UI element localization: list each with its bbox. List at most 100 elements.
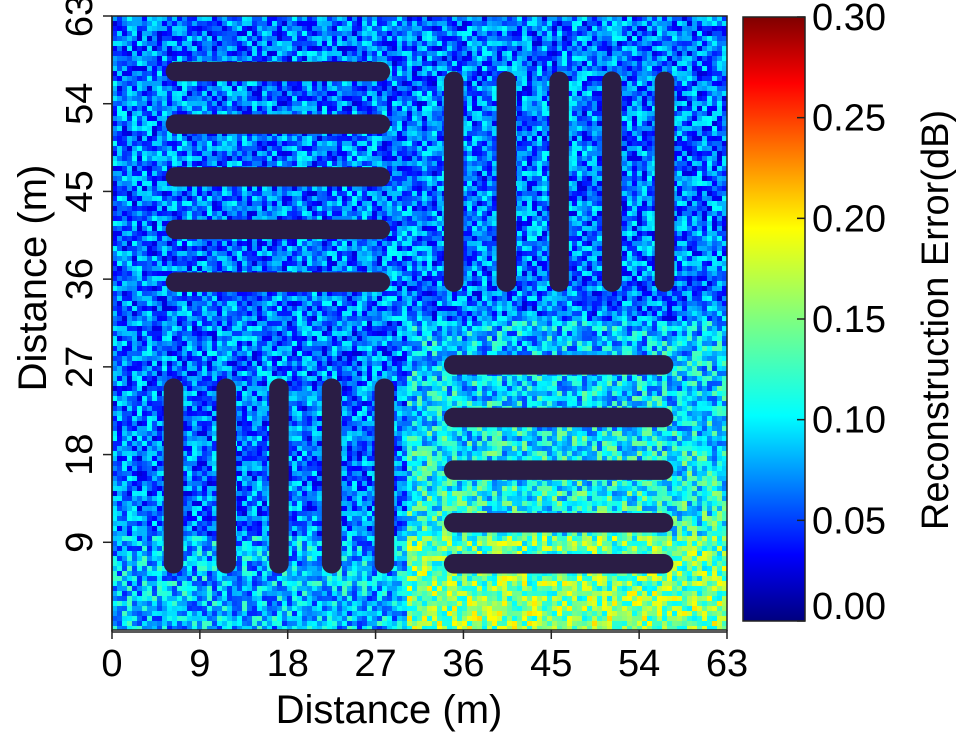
heatmap-cell [442, 31, 447, 36]
heatmap-cell [582, 141, 587, 146]
heatmap-cell [392, 196, 397, 201]
heatmap-cell [477, 161, 482, 166]
heatmap-cell [307, 211, 312, 216]
heatmap-cell [707, 136, 712, 141]
heatmap-cell [112, 136, 117, 141]
heatmap-cell [432, 46, 437, 51]
heatmap-cell [457, 56, 462, 61]
heatmap-cell [152, 61, 157, 66]
heatmap-cell [547, 71, 552, 76]
heatmap-cell [117, 36, 122, 41]
heatmap-cell [632, 151, 637, 156]
heatmap-cell [157, 111, 162, 116]
heatmap-cell [167, 21, 172, 26]
heatmap-cell [212, 81, 217, 86]
heatmap-cell [587, 176, 592, 181]
heatmap-cell [152, 146, 157, 151]
heatmap-cell [682, 176, 687, 181]
heatmap-cell [382, 36, 387, 41]
heatmap-cell [297, 101, 302, 106]
heatmap-cell [517, 31, 522, 36]
heatmap-cell [257, 186, 262, 191]
heatmap-cell [347, 141, 352, 146]
heatmap-cell [567, 46, 572, 51]
heatmap-cell [382, 86, 387, 91]
heatmap-cell [677, 86, 682, 91]
heatmap-cell [382, 191, 387, 196]
heatmap-cell [662, 51, 667, 56]
heatmap-cell [222, 51, 227, 56]
heatmap-cell [332, 26, 337, 31]
heatmap-cell [207, 96, 212, 101]
heatmap-cell [352, 186, 357, 191]
heatmap-cell [612, 51, 617, 56]
heatmap-cell [692, 116, 697, 121]
heatmap-cell [152, 166, 157, 171]
heatmap-cell [207, 136, 212, 141]
heatmap-cell [717, 186, 722, 191]
heatmap-cell [597, 121, 602, 126]
heatmap-cell [182, 36, 187, 41]
heatmap-cell [402, 56, 407, 61]
heatmap-cell [182, 201, 187, 206]
heatmap-cell [222, 186, 227, 191]
heatmap-cell [152, 176, 157, 181]
heatmap-cell [712, 21, 717, 26]
heatmap-cell [652, 46, 657, 51]
heatmap-cell [527, 206, 532, 211]
heatmap-cell [597, 36, 602, 41]
heatmap-cell [507, 61, 512, 66]
heatmap-cell [457, 66, 462, 71]
heatmap-cell [262, 191, 267, 196]
heatmap-cell [427, 166, 432, 171]
heatmap-cell [627, 146, 632, 151]
heatmap-cell [157, 61, 162, 66]
heatmap-cell [477, 16, 482, 21]
heatmap-cell [132, 46, 137, 51]
heatmap-cell [632, 191, 637, 196]
heatmap-cell [477, 201, 482, 206]
heatmap-cell [267, 136, 272, 141]
heatmap-cell [627, 191, 632, 196]
heatmap-cell [437, 71, 442, 76]
heatmap-cell [442, 41, 447, 46]
heatmap-cell [527, 86, 532, 91]
heatmap-cell [137, 206, 142, 211]
heatmap-cell [347, 206, 352, 211]
heatmap-cell [392, 211, 397, 216]
heatmap-cell [507, 26, 512, 31]
heatmap-cell [372, 216, 377, 221]
heatmap-cell [507, 31, 512, 36]
heatmap-cell [212, 21, 217, 26]
heatmap-cell [197, 21, 202, 26]
heatmap-cell [147, 76, 152, 81]
heatmap-cell [487, 56, 492, 61]
heatmap-cell [467, 196, 472, 201]
heatmap-cell [242, 136, 247, 141]
heatmap-cell [607, 66, 612, 71]
heatmap-cell [622, 161, 627, 166]
heatmap-cell [587, 16, 592, 21]
heatmap-cell [332, 206, 337, 211]
heatmap-cell [712, 91, 717, 96]
heatmap-cell [502, 16, 507, 21]
heatmap-cell [327, 41, 332, 46]
heatmap-cell [592, 26, 597, 31]
heatmap-cell [122, 56, 127, 61]
heatmap-cell [517, 106, 522, 111]
heatmap-cell [492, 76, 497, 81]
heatmap-cell [127, 106, 132, 111]
heatmap-cell [112, 51, 117, 56]
heatmap-cell [237, 101, 242, 106]
heatmap-cell [147, 111, 152, 116]
heatmap-cell [382, 101, 387, 106]
heatmap-cell [722, 16, 727, 21]
heatmap-cell [542, 116, 547, 121]
heatmap-cell [432, 31, 437, 36]
heatmap-cell [157, 51, 162, 56]
heatmap-cell [522, 41, 527, 46]
heatmap-cell [542, 186, 547, 191]
heatmap-cell [552, 16, 557, 21]
heatmap-cell [192, 51, 197, 56]
heatmap-cell [212, 101, 217, 106]
